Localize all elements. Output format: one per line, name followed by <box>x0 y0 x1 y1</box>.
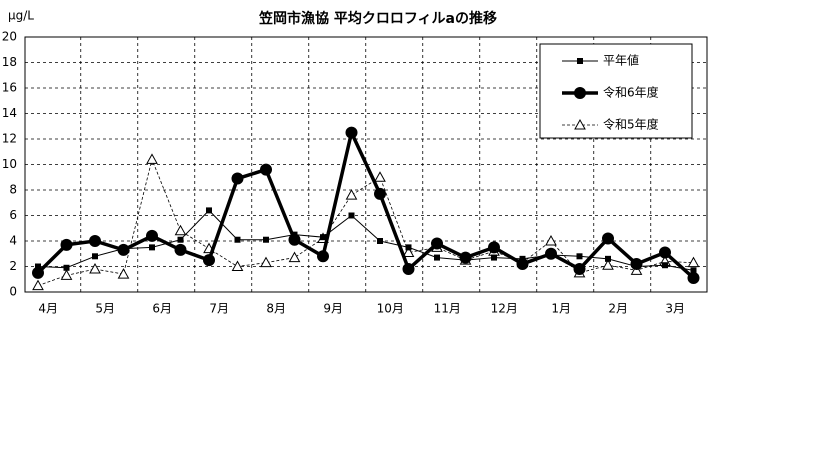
marker-square <box>92 253 98 260</box>
marker-triangle <box>288 251 301 263</box>
marker-circle <box>60 238 73 251</box>
marker-triangle <box>60 269 73 280</box>
marker-square <box>576 253 583 260</box>
marker-triangle <box>231 260 244 271</box>
marker-triangle <box>345 189 358 200</box>
x-tick-label: 1月 <box>551 302 571 316</box>
marker-circle <box>574 87 586 99</box>
marker-square <box>405 244 412 251</box>
marker-circle <box>89 235 101 247</box>
marker-circle <box>687 271 700 284</box>
x-tick-label: 10月 <box>377 302 404 316</box>
legend-box <box>539 43 693 139</box>
marker-square <box>377 238 383 244</box>
marker-triangle <box>374 171 386 182</box>
y-axis-label: μg/L <box>8 9 34 23</box>
x-tick-label: 3月 <box>665 302 685 316</box>
marker-triangle <box>687 256 700 268</box>
series-line <box>37 209 694 271</box>
legend-label: 令和5年度 <box>603 117 659 132</box>
marker-square <box>263 236 269 243</box>
marker-circle <box>488 241 500 254</box>
y-tick-label: 6 <box>9 208 17 222</box>
y-tick-label: 10 <box>2 157 17 171</box>
marker-circle <box>459 251 472 264</box>
marker-square <box>348 212 355 219</box>
marker-circle <box>545 247 557 260</box>
x-tick-label: 8月 <box>266 302 286 316</box>
legend-label: 令和6年度 <box>603 85 659 100</box>
marker-triangle <box>545 234 557 246</box>
y-tick-label: 14 <box>2 106 17 120</box>
series-line <box>37 158 694 287</box>
marker-circle <box>231 172 244 185</box>
marker-square <box>491 254 497 261</box>
marker-circle <box>288 233 301 246</box>
marker-circle <box>374 187 386 200</box>
legend-label: 平年値 <box>603 53 639 68</box>
y-tick-label: 4 <box>9 234 17 248</box>
marker-square <box>662 262 668 269</box>
marker-triangle <box>146 153 158 164</box>
marker-triangle <box>174 224 187 236</box>
x-tick-label: 4月 <box>38 302 58 316</box>
marker-circle <box>516 257 529 270</box>
marker-triangle <box>117 268 130 279</box>
chart-title: 笠岡市漁協 平均クロロフィルaの推移 <box>258 10 497 27</box>
marker-square <box>234 236 241 243</box>
marker-triangle <box>32 279 44 291</box>
marker-square <box>690 267 697 274</box>
marker-circle <box>573 263 586 276</box>
marker-square <box>63 264 70 271</box>
marker-circle <box>117 243 130 256</box>
marker-square <box>177 236 184 243</box>
marker-circle <box>174 243 187 256</box>
plot-area <box>24 36 708 293</box>
marker-circle <box>659 246 671 259</box>
y-tick-label: 20 <box>2 30 17 44</box>
marker-circle <box>203 254 215 267</box>
y-tick-label: 0 <box>9 285 17 299</box>
y-tick-label: 18 <box>2 55 17 69</box>
x-tick-label: 12月 <box>491 302 518 316</box>
marker-circle <box>345 126 358 139</box>
x-tick-label: 5月 <box>95 302 115 316</box>
marker-circle <box>431 237 443 250</box>
marker-square <box>434 254 440 261</box>
y-tick-label: 2 <box>9 259 17 273</box>
x-tick-label: 2月 <box>608 302 628 316</box>
marker-square <box>149 244 155 251</box>
marker-circle <box>402 263 415 276</box>
marker-circle <box>630 257 643 270</box>
y-tick-label: 12 <box>2 132 17 146</box>
y-tick-label: 16 <box>2 81 17 95</box>
y-tick-label: 8 <box>9 183 17 197</box>
x-tick-label: 11月 <box>434 302 461 316</box>
marker-triangle <box>402 246 415 257</box>
marker-triangle <box>574 118 586 130</box>
marker-circle <box>602 232 614 245</box>
marker-triangle <box>260 256 272 268</box>
marker-circle <box>32 266 44 279</box>
x-tick-label: 7月 <box>209 302 229 316</box>
marker-circle <box>260 163 272 176</box>
marker-square <box>577 58 583 64</box>
marker-square <box>605 255 611 262</box>
marker-triangle <box>89 263 101 274</box>
marker-circle <box>146 229 158 242</box>
marker-triangle <box>602 259 614 270</box>
marker-square <box>320 234 326 241</box>
marker-circle <box>317 250 329 263</box>
marker-square <box>35 263 41 270</box>
marker-square <box>206 207 212 214</box>
x-tick-label: 6月 <box>152 302 172 316</box>
x-tick-label: 9月 <box>323 302 343 316</box>
